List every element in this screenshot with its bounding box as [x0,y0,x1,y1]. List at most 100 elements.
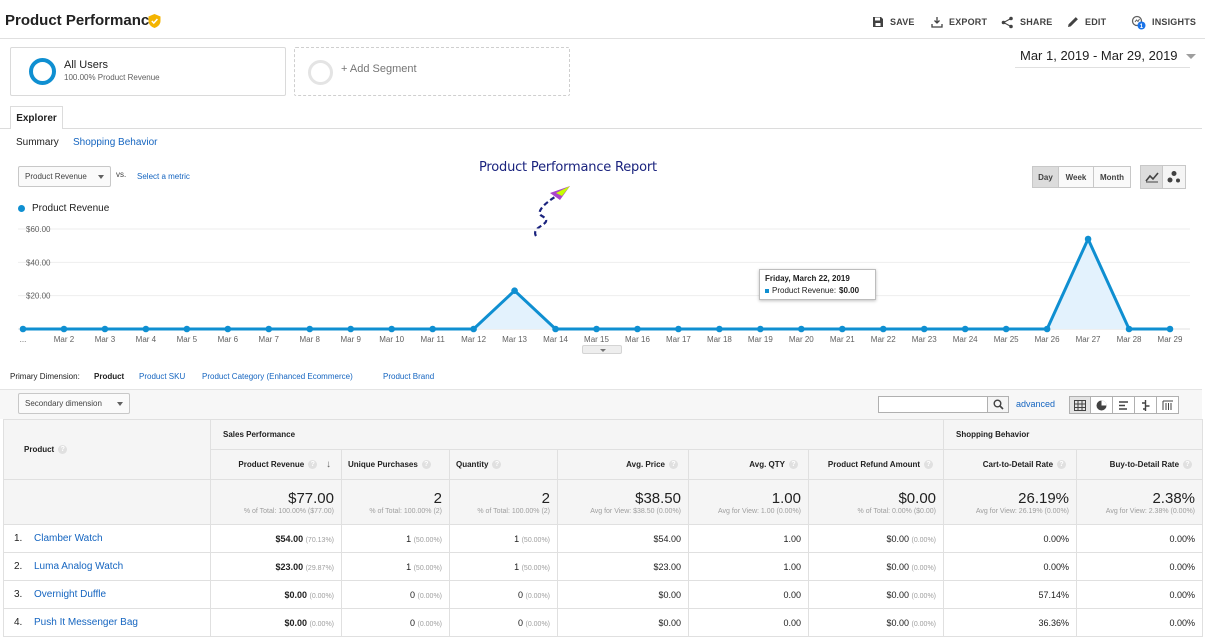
edit-button[interactable]: EDIT [1067,14,1106,30]
data-point[interactable] [142,325,150,333]
x-tick-label: Mar 27 [1076,335,1101,344]
cell-value: 36.36% [1038,617,1070,628]
data-point[interactable] [961,325,969,333]
column-header[interactable]: Product Revenue? ↓ [210,449,342,480]
view-pie-button[interactable] [1091,396,1113,414]
product-link[interactable]: Luma Analog Watch [34,561,124,572]
column-header[interactable]: Avg. QTY? [688,449,809,480]
select-metric-link[interactable]: Select a metric [137,172,190,181]
data-point[interactable] [306,325,314,333]
data-point[interactable] [101,325,109,333]
data-point[interactable] [388,325,395,333]
tab-explorer[interactable]: Explorer [10,106,63,129]
column-header-product[interactable]: Product? [3,419,211,480]
data-point[interactable] [838,325,846,333]
data-point[interactable] [675,325,682,333]
data-point[interactable] [593,325,600,333]
data-point[interactable] [1084,235,1092,243]
legend-marker [18,205,25,212]
data-point[interactable] [634,325,641,333]
data-point[interactable] [511,287,518,294]
view-pivot-button[interactable] [1157,396,1179,414]
granularity-week-button[interactable]: Week [1059,166,1094,188]
table-search-input[interactable] [878,396,988,413]
annotation-title: Product Performance Report [479,160,657,175]
column-header[interactable]: Buy-to-Detail Rate? [1076,449,1204,480]
data-point[interactable] [347,325,355,333]
sort-desc-icon[interactable]: ↓ [323,459,331,470]
motion-chart-button[interactable] [1163,165,1186,189]
data-point[interactable] [1002,325,1010,333]
data-point[interactable] [429,325,436,333]
percent-of-total: (0.00%) [525,592,550,600]
granularity-day-button[interactable]: Day [1032,166,1059,188]
percent-of-total: (0.00%) [911,564,937,572]
verified-shield-icon [148,14,161,28]
data-point[interactable] [552,325,559,333]
grid-icon [1074,399,1086,411]
view-comparison-button[interactable] [1135,396,1157,414]
data-point[interactable] [224,325,232,333]
data-point[interactable] [920,325,928,333]
subtab-summary[interactable]: Summary [16,137,59,148]
dimension-product[interactable]: Product [94,372,125,381]
column-header[interactable]: Product Refund Amount? [807,449,945,480]
search-icon [993,399,1004,410]
dimension-product-brand[interactable]: Product Brand [383,372,435,381]
data-point[interactable] [716,325,723,333]
dimension-product-sku[interactable]: Product SKU [139,372,186,381]
product-link[interactable]: Overnight Duffle [34,589,107,600]
data-point[interactable] [60,325,68,333]
data-point[interactable] [879,325,887,333]
share-icon [1001,16,1013,28]
add-segment-button[interactable]: + Add Segment [294,47,570,96]
edit-label: EDIT [1085,17,1107,27]
search-button[interactable] [988,396,1009,413]
help-icon: ? [1183,460,1193,470]
data-point[interactable] [1125,325,1133,333]
data-point[interactable] [470,325,477,333]
table-cell: 0 (0.00%) [449,608,558,637]
percent-of-total: (0.00%) [417,592,442,600]
percent-of-total: (0.00%) [911,620,937,628]
data-point[interactable] [265,325,273,333]
column-header[interactable]: Cart-to-Detail Rate? [943,449,1078,480]
pivot-icon [1162,400,1173,410]
product-link[interactable]: Clamber Watch [34,533,103,544]
segment-all-users[interactable]: All Users 100.00% Product Revenue [10,47,286,96]
column-header[interactable]: Quantity? [449,449,558,480]
column-header[interactable]: Avg. Price? [557,449,689,480]
view-performance-button[interactable] [1113,396,1135,414]
export-button[interactable]: EXPORT [931,14,987,30]
data-point[interactable] [19,325,27,333]
product-link[interactable]: Push It Messenger Bag [34,617,138,628]
data-point[interactable] [183,325,191,333]
secondary-dimension-dropdown[interactable]: Secondary dimension [18,393,130,414]
data-point[interactable] [757,325,764,333]
insights-button[interactable]: 1 INSIGHTS [1131,14,1196,30]
table-cell: $54.00 [557,524,689,553]
chart-line [23,235,1170,331]
cell-value: 0.00% [1169,561,1196,572]
share-button[interactable]: SHARE [1001,14,1053,30]
data-point[interactable] [1166,325,1174,333]
advanced-filter-link[interactable]: advanced [1016,399,1056,409]
column-header[interactable]: Unique Purchases? [341,449,450,480]
save-button[interactable]: SAVE [872,14,915,30]
metric-dropdown[interactable]: Product Revenue [18,166,111,187]
table-cell: $54.00 (70.13%) [210,524,342,553]
x-tick-label: Mar 11 [420,335,445,344]
x-tick-label: Mar 13 [502,335,527,344]
date-range-picker[interactable]: Mar 1, 2019 - Mar 29, 2019 [1020,48,1196,63]
line-chart-button[interactable] [1140,165,1163,189]
dimension-product-category[interactable]: Product Category (Enhanced Ecommerce) [202,372,353,381]
chart-collapse-handle[interactable] [582,345,622,354]
x-tick-label: Mar 21 [830,335,855,344]
cell-value: $23.00 [275,561,304,572]
insights-label: INSIGHTS [1152,17,1197,27]
granularity-month-button[interactable]: Month [1094,166,1131,188]
subtab-shopping-behavior[interactable]: Shopping Behavior [73,137,158,148]
view-table-button[interactable] [1069,396,1091,414]
data-point[interactable] [1043,325,1051,333]
data-point[interactable] [798,325,805,333]
